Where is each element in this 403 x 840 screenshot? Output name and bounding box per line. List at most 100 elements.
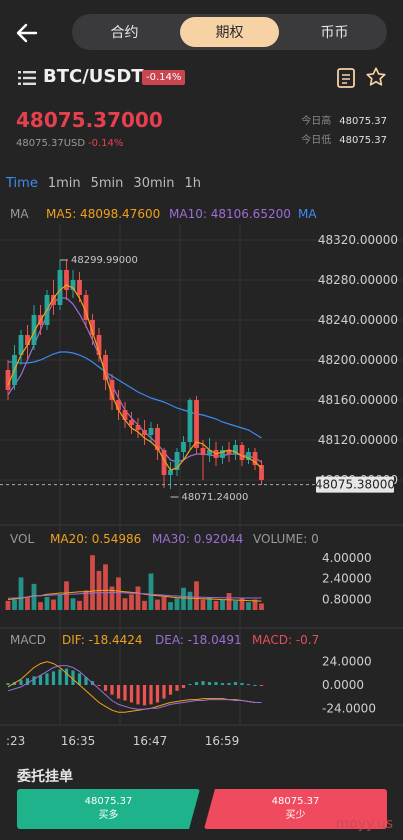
candle — [18, 335, 24, 355]
volume-bar — [252, 599, 258, 610]
tab-contract[interactable]: 合约 — [110, 25, 139, 41]
buy-label: 买多 — [98, 810, 119, 821]
volume-bar — [109, 586, 115, 610]
candle — [116, 400, 121, 410]
timeframe-1h[interactable]: 1h — [184, 176, 201, 191]
candle — [155, 428, 160, 450]
volume-bar — [44, 596, 50, 610]
macd-bar — [71, 670, 75, 685]
volume-bar — [168, 602, 173, 610]
timeframe-bar: Time 1min 5min 30min 1h — [0, 176, 403, 196]
volume-bar — [148, 573, 154, 610]
candle — [5, 370, 11, 390]
price-axis-label: 48160.00000 — [318, 393, 398, 407]
macd-bar — [227, 683, 231, 685]
macd-bar — [123, 685, 127, 701]
macd-bar — [162, 685, 166, 699]
macd-bar — [240, 683, 244, 685]
candle — [226, 450, 232, 454]
volume-bar — [51, 599, 56, 610]
macd-bar — [129, 685, 134, 703]
dea-label: DEA: -18.0491 — [155, 633, 242, 647]
ma5-line — [7, 284, 262, 471]
macd-bar — [155, 685, 160, 703]
candle — [194, 400, 199, 448]
today-low-label: 今日低 — [301, 135, 332, 146]
macd-bar — [181, 685, 186, 688]
time-axis-label: 16:47 — [133, 734, 168, 748]
timeframe-1min[interactable]: 1min — [47, 176, 81, 191]
volume-bar — [155, 599, 160, 610]
vol-ma30-label: MA30: 0.92044 — [152, 532, 243, 546]
macd-bar — [51, 671, 56, 685]
macd-bar — [45, 673, 49, 685]
macd-bar — [97, 685, 101, 686]
watermark: moyy.us — [335, 816, 393, 832]
time-axis-label: :23 — [6, 734, 25, 748]
ma10-label: MA10: 48106.65200 — [169, 207, 291, 221]
candle — [207, 450, 212, 455]
price-axis-label: 48240.00000 — [318, 313, 398, 327]
today-high: 今日高 48075.37 — [301, 112, 387, 127]
macd-bar — [116, 685, 121, 699]
star-icon[interactable] — [365, 66, 387, 88]
buy-long-button[interactable]: 48075.37 买多 — [17, 789, 200, 829]
timeframe-30min[interactable]: 30min — [133, 176, 175, 191]
volume-bar — [220, 599, 225, 610]
sell-price: 48075.37 — [271, 796, 320, 807]
macd-bar — [136, 685, 140, 705]
candle — [142, 430, 147, 435]
sell-label: 买少 — [285, 810, 306, 821]
volume-bar — [246, 602, 251, 610]
candle — [246, 452, 251, 460]
usd-price: 48075.37USD — [16, 138, 86, 149]
macd-bar — [19, 680, 23, 685]
volume-bar — [25, 596, 30, 610]
candle — [64, 270, 69, 290]
today-low: 今日低 48075.37 — [301, 131, 387, 146]
macd-bar — [103, 685, 108, 691]
candle — [103, 355, 108, 380]
candle — [252, 452, 258, 465]
candle — [83, 295, 89, 320]
volume-bar — [129, 594, 134, 610]
min-price-label: 48071.24000 — [182, 492, 249, 503]
candle — [239, 445, 245, 460]
volume-axis-label: 4.00000 — [322, 551, 372, 565]
macd-bar — [64, 668, 69, 685]
timeframe-time[interactable]: Time — [6, 176, 38, 191]
macd-axis-label: -24.0000 — [322, 701, 376, 715]
volume-bar — [142, 600, 147, 610]
pending-orders-title: 委托挂单 — [17, 769, 73, 785]
list-menu-icon[interactable] — [18, 70, 36, 86]
macd-bar — [207, 682, 212, 685]
candle — [31, 315, 37, 345]
dif-line — [7, 661, 262, 713]
candle — [25, 335, 30, 345]
pair-name[interactable]: BTC/USDT — [43, 66, 144, 87]
document-icon[interactable] — [336, 67, 356, 89]
candle — [181, 442, 186, 452]
candle — [135, 425, 141, 430]
macd-bar — [77, 673, 82, 685]
timeframe-5min[interactable]: 5min — [90, 176, 124, 191]
candle — [129, 420, 134, 425]
back-arrow-icon[interactable] — [14, 20, 40, 46]
macd-label: MACD — [10, 633, 46, 647]
volume-bar — [83, 590, 89, 610]
tab-spot[interactable]: 币币 — [320, 25, 349, 41]
tab-options[interactable]: 期权 — [180, 17, 279, 47]
pair-header: BTC/USDT -0.14% — [0, 62, 403, 96]
vol-ma20-label: MA20: 0.54986 — [50, 532, 141, 546]
candle — [57, 270, 63, 305]
volume-bar — [135, 586, 141, 610]
macd-bar — [32, 676, 36, 685]
ma-more-label: MA — [298, 207, 317, 221]
volume-bar — [207, 596, 212, 610]
time-axis-label: 16:59 — [205, 734, 240, 748]
buy-short-button[interactable]: 48075.37 买少 — [204, 789, 387, 829]
volume-axis-label: 2.40000 — [322, 572, 372, 586]
candle — [168, 470, 173, 475]
candle — [259, 465, 264, 480]
kline-chart[interactable]: MA MA5: 48098.47600 MA10: 48106.65200 MA… — [0, 200, 403, 760]
